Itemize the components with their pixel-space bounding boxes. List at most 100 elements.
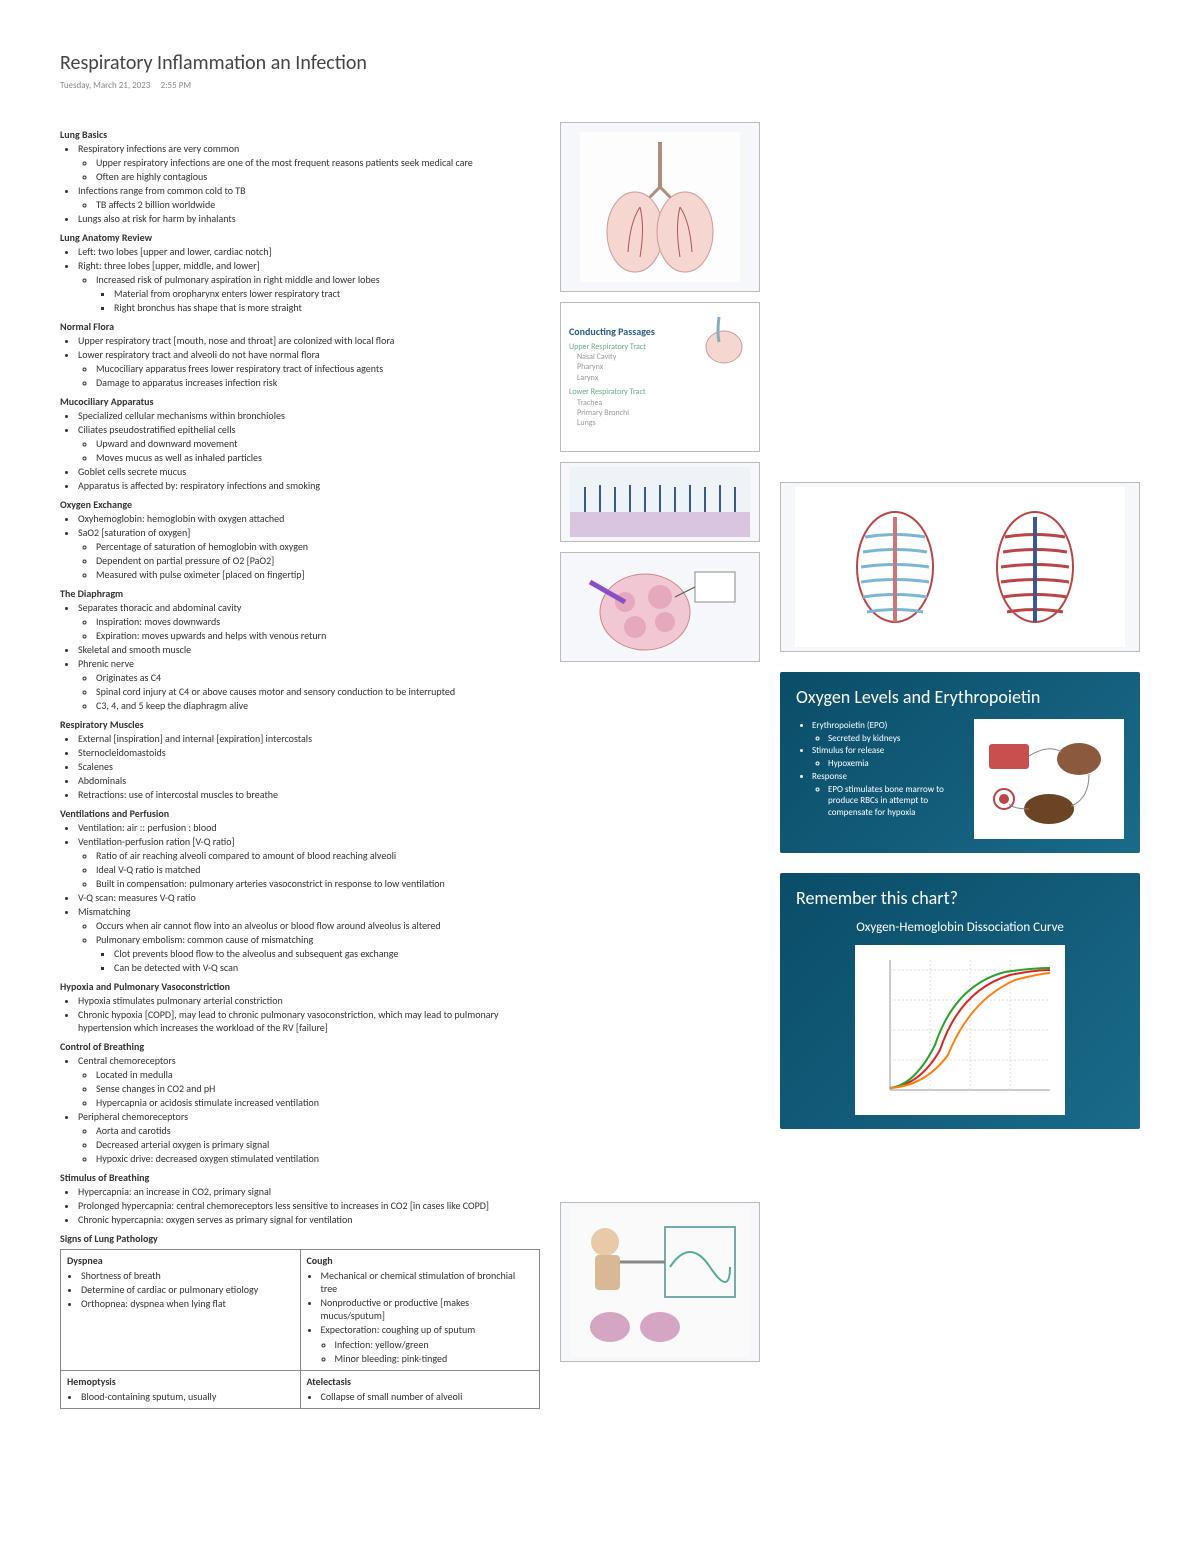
li: Hypercapnia: an increase in CO2, primary… — [78, 1185, 540, 1198]
li: Erythropoietin (EPO) — [812, 720, 964, 732]
li: Moves mucus as well as inhaled particles — [96, 451, 540, 464]
airway-icon — [689, 307, 749, 367]
figure-lung-anatomy — [560, 122, 760, 292]
li: Ventilation: air :: perfusion : blood — [78, 821, 540, 834]
li: Increased risk of pulmonary aspiration i… — [96, 273, 540, 286]
figure-ribcage — [780, 482, 1140, 652]
li: Nonproductive or productive [makes mucus… — [321, 1296, 534, 1322]
heading-stimulus: Stimulus of Breathing — [60, 1171, 540, 1184]
li: Infections range from common cold to TB — [78, 184, 540, 197]
li: Pulmonary embolism: common cause of mism… — [96, 933, 540, 946]
figure-conducting-passages: Conducting Passages Upper Respiratory Tr… — [560, 302, 760, 452]
li: Scalenes — [78, 760, 540, 773]
li: Determine of cardiac or pulmonary etiolo… — [81, 1283, 294, 1296]
slide-curve: Remember this chart? Oxygen-Hemoglobin D… — [780, 873, 1140, 1129]
list-vq: Ventilation: air :: perfusion : blood Ve… — [60, 821, 540, 974]
li: Mechanical or chemical stimulation of br… — [321, 1269, 534, 1295]
li: Hypoxia stimulates pulmonary arterial co… — [78, 994, 540, 1007]
figure-cilia — [560, 462, 760, 542]
page-title: Respiratory Inflammation an Infection — [60, 50, 1140, 76]
li: Aorta and carotids — [96, 1124, 540, 1137]
li: Skeletal and smooth muscle — [78, 643, 540, 656]
li: Central chemoreceptors — [78, 1054, 540, 1067]
li: Expiration: moves upwards and helps with… — [96, 629, 540, 642]
cell-dyspnea: Dyspnea Shortness of breath Determine of… — [61, 1249, 301, 1370]
figure-gas-exchange — [560, 552, 760, 662]
cilia-icon — [570, 467, 750, 537]
cell-cough: Cough Mechanical or chemical stimulation… — [300, 1249, 540, 1370]
li: Mismatching — [78, 905, 540, 918]
li: Separates thoracic and abdominal cavity — [78, 601, 540, 614]
li: Measured with pulse oximeter [placed on … — [96, 568, 540, 581]
li: Ventilation-perfusion ration [V-Q ratio] — [78, 835, 540, 848]
figure-spirometry — [560, 1202, 760, 1362]
li: Blood-containing sputum, usually — [81, 1390, 294, 1403]
slide-title: Remember this chart? — [796, 887, 1124, 910]
li: Sternocleidomastoids — [78, 746, 540, 759]
list-stimulus: Hypercapnia: an increase in CO2, primary… — [60, 1185, 540, 1226]
li: Originates as C4 — [96, 671, 540, 684]
label: Trachea — [569, 398, 602, 408]
li: Can be detected with V-Q scan — [114, 961, 540, 974]
li: Sense changes in CO2 and pH — [96, 1082, 540, 1095]
label: Primary Bronchi — [569, 408, 629, 418]
li: Left: two lobes [upper and lower, cardia… — [78, 245, 540, 258]
list-flora: Upper respiratory tract [mouth, nose and… — [60, 334, 540, 389]
li: Peripheral chemoreceptors — [78, 1110, 540, 1123]
li: Orthopnea: dyspnea when lying flat — [81, 1297, 294, 1310]
cell-title: Hemoptysis — [67, 1375, 294, 1388]
heading-muscles: Respiratory Muscles — [60, 718, 540, 731]
cell-title: Dyspnea — [67, 1254, 294, 1267]
heading-muco: Mucociliary Apparatus — [60, 395, 540, 408]
table-row: Hemoptysis Blood-containing sputum, usua… — [61, 1370, 540, 1408]
li: Decreased arterial oxygen is primary sig… — [96, 1138, 540, 1151]
li: Infection: yellow/green — [335, 1338, 534, 1351]
heading-flora: Normal Flora — [60, 320, 540, 333]
li: Inspiration: moves downwards — [96, 615, 540, 628]
conducting-title: Conducting Passages — [569, 325, 655, 338]
li: Lungs also at risk for harm by inhalants — [78, 212, 540, 225]
li: Spinal cord injury at C4 or above causes… — [96, 685, 540, 698]
li: Ciliates pseudostratified epithelial cel… — [78, 423, 540, 436]
slide-subtitle: Oxygen-Hemoglobin Dissociation Curve — [796, 920, 1124, 937]
heading-signs: Signs of Lung Pathology — [60, 1232, 540, 1245]
li: Built in compensation: pulmonary arterie… — [96, 877, 540, 890]
figure-dissociation-curve — [855, 945, 1065, 1115]
list-lung-basics: Respiratory infections are very common U… — [60, 142, 540, 225]
li: Upper respiratory tract [mouth, nose and… — [78, 334, 540, 347]
li: Specialized cellular mechanisms within b… — [78, 409, 540, 422]
label: Lungs — [569, 418, 596, 428]
li: V-Q scan: measures V-Q ratio — [78, 891, 540, 904]
figure-column: Conducting Passages Upper Respiratory Tr… — [560, 122, 760, 1409]
li: Upper respiratory infections are one of … — [96, 156, 540, 169]
li: Occurs when air cannot flow into an alve… — [96, 919, 540, 932]
li: Expectoration: coughing up of sputum — [321, 1323, 534, 1336]
label: Lower Respiratory Tract — [569, 387, 646, 397]
list-anatomy: Left: two lobes [upper and lower, cardia… — [60, 245, 540, 314]
li: Right: three lobes [upper, middle, and l… — [78, 259, 540, 272]
label: Upper Respiratory Tract — [569, 342, 646, 352]
heading-diaphragm: The Diaphragm — [60, 587, 540, 600]
li: Clot prevents blood flow to the alveolus… — [114, 947, 540, 960]
li: Oxyhemoglobin: hemoglobin with oxygen at… — [78, 512, 540, 525]
li: C3, 4, and 5 keep the diaphragm alive — [96, 699, 540, 712]
heading-anatomy: Lung Anatomy Review — [60, 231, 540, 244]
li: Lower respiratory tract and alveoli do n… — [78, 348, 540, 361]
table-row: Dyspnea Shortness of breath Determine of… — [61, 1249, 540, 1370]
signs-table: Dyspnea Shortness of breath Determine of… — [60, 1249, 540, 1409]
li: Shortness of breath — [81, 1269, 294, 1282]
lung-anatomy-icon — [580, 132, 740, 282]
li: Respiratory infections are very common — [78, 142, 540, 155]
li: Damage to apparatus increases infection … — [96, 376, 540, 389]
li: Apparatus is affected by: respiratory in… — [78, 479, 540, 492]
slide-epo: Oxygen Levels and Erythropoietin Erythro… — [780, 672, 1140, 853]
li: EPO stimulates bone marrow to produce RB… — [828, 784, 964, 819]
ribcage-icon — [795, 487, 1125, 647]
dissociation-curve-icon — [860, 950, 1060, 1110]
meta-time: 2:55 PM — [161, 80, 191, 91]
epo-cycle-icon — [979, 724, 1119, 834]
slide-column: Oxygen Levels and Erythropoietin Erythro… — [780, 482, 1140, 1409]
list-oxygen: Oxyhemoglobin: hemoglobin with oxygen at… — [60, 512, 540, 581]
heading-oxygen: Oxygen Exchange — [60, 498, 540, 511]
cell-hemoptysis: Hemoptysis Blood-containing sputum, usua… — [61, 1370, 301, 1408]
